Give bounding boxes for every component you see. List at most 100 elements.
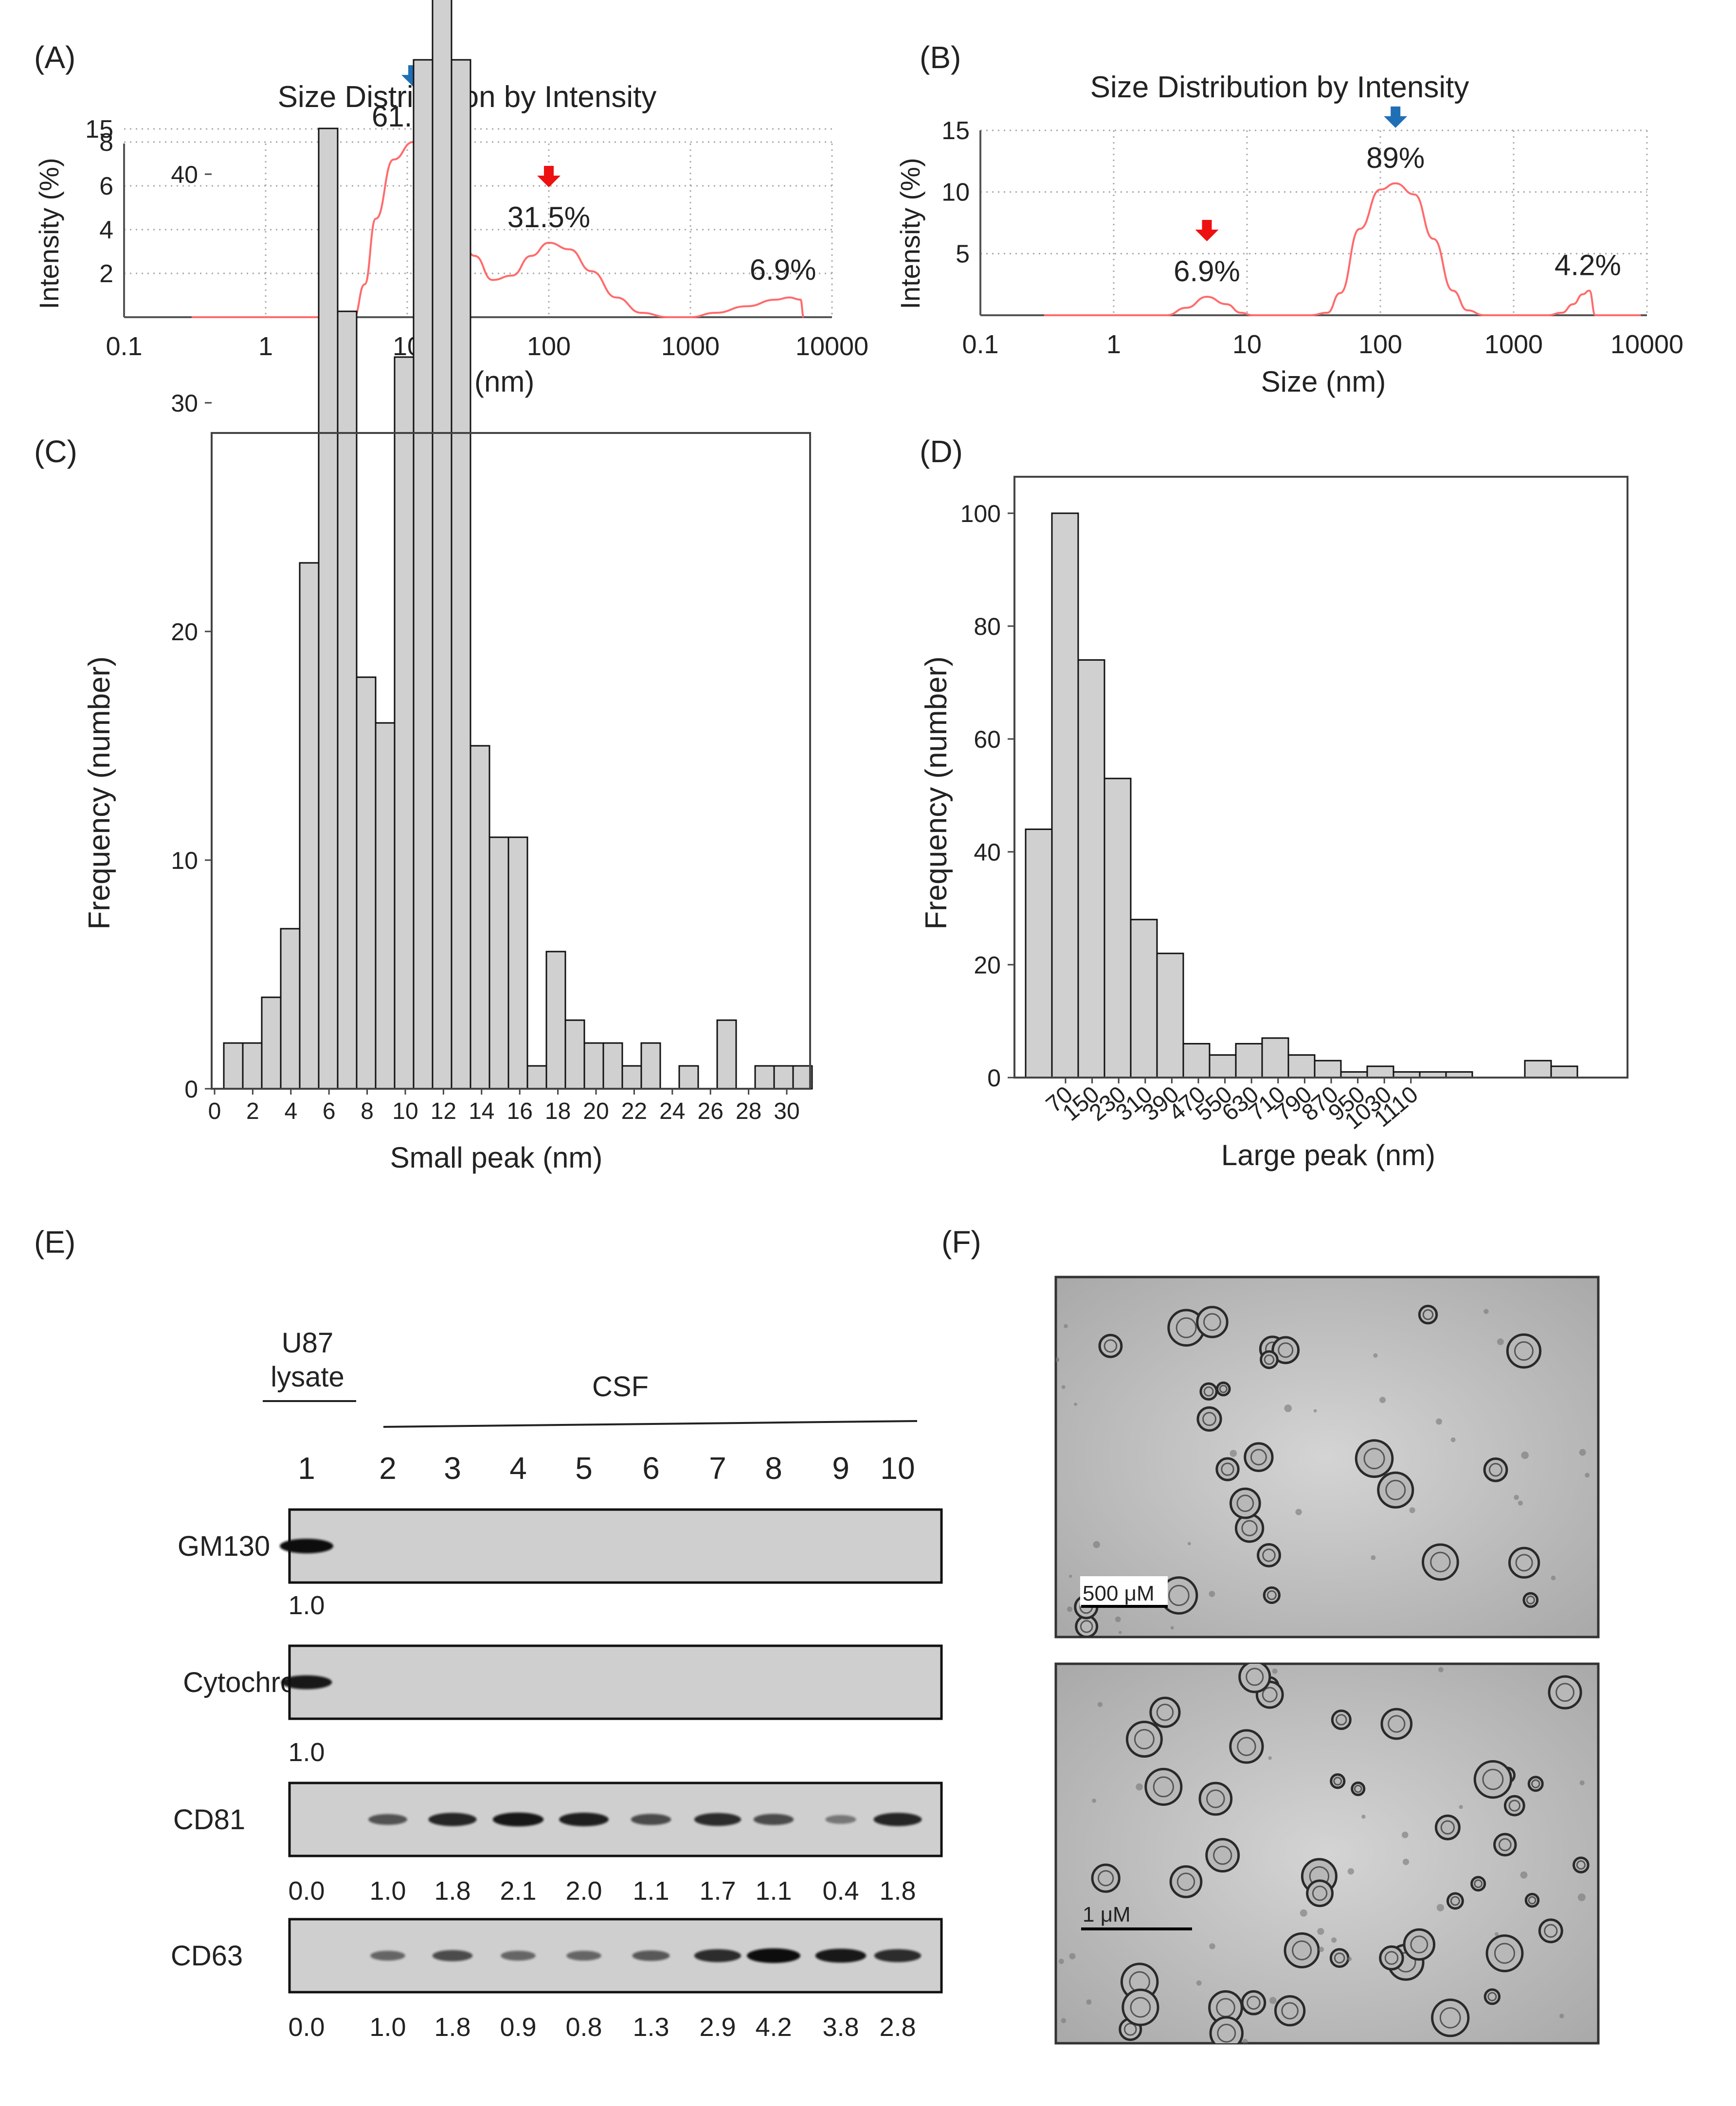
vesicle-core bbox=[1487, 1992, 1497, 2001]
chart-d-ylabel: Frequency (number) bbox=[920, 656, 953, 930]
chart-d-bars bbox=[1025, 512, 1578, 1079]
panel-label-f: (F) bbox=[941, 1224, 981, 1260]
vesicle bbox=[1215, 1457, 1240, 1481]
debris-particle bbox=[1579, 1780, 1585, 1785]
densitometry-value: 1.0 bbox=[369, 2013, 406, 2042]
x-tick-label: 0.1 bbox=[106, 332, 142, 361]
x-tick-label: 14 bbox=[469, 1098, 494, 1124]
blot-band bbox=[873, 1813, 922, 1826]
plot-frame bbox=[1013, 476, 1628, 1079]
histogram-bar bbox=[1550, 1065, 1578, 1079]
blot-band bbox=[566, 1950, 601, 1961]
vesicle-core bbox=[1237, 1737, 1256, 1756]
debris-particle bbox=[1401, 1832, 1409, 1838]
debris-particle bbox=[1295, 1509, 1302, 1515]
debris-particle bbox=[1067, 1606, 1072, 1612]
vesicle-core bbox=[1168, 1584, 1190, 1606]
x-tick-label: 18 bbox=[545, 1098, 571, 1124]
chart-a-x-ticks: 0.1 1 10 100 1000 10000 bbox=[106, 332, 868, 361]
histogram-bar bbox=[602, 1042, 623, 1090]
debris-particle bbox=[1136, 1783, 1143, 1791]
blot-band bbox=[825, 1815, 856, 1824]
blot-header-u87: U87 bbox=[282, 1327, 333, 1359]
lane-number: 8 bbox=[765, 1451, 782, 1486]
densitometry-value: 1.0 bbox=[288, 1591, 325, 1620]
panel-label-d: (D) bbox=[920, 434, 963, 469]
vesicle bbox=[1422, 1543, 1459, 1581]
densitometry-value: 2.8 bbox=[879, 2013, 916, 2042]
blot-band bbox=[428, 1813, 477, 1826]
densitometry-value: 1.7 bbox=[699, 1876, 736, 1906]
x-tick-label: 1000 bbox=[1484, 330, 1543, 359]
vesicle-core bbox=[1217, 2023, 1236, 2043]
debris-particle bbox=[1170, 1626, 1174, 1630]
vesicle-core bbox=[1450, 1896, 1460, 1906]
chart-d-x-ticks: 7015023031039047055063071079087095010301… bbox=[1041, 1078, 1423, 1134]
lane-number: 3 bbox=[444, 1451, 461, 1486]
densitometry-value: 1.3 bbox=[633, 2013, 669, 2042]
chart-c-ylabel: Frequency (number) bbox=[83, 656, 116, 930]
x-tick-label: 10 bbox=[1232, 330, 1262, 359]
vesicle-core bbox=[1176, 1872, 1195, 1891]
vesicle-core bbox=[1262, 1548, 1276, 1562]
debris-particle bbox=[1559, 2014, 1564, 2018]
vesicle-core bbox=[1266, 1590, 1277, 1601]
y-tick-label: 100 bbox=[960, 500, 1001, 527]
y-tick-label: 40 bbox=[171, 161, 198, 188]
y-tick-label: 8 bbox=[99, 128, 113, 157]
x-tick-label: 20 bbox=[583, 1098, 609, 1124]
vesicle bbox=[1524, 1892, 1540, 1908]
histogram-bar bbox=[375, 722, 396, 1090]
vesicle-core bbox=[1202, 1412, 1217, 1426]
vesicle-core bbox=[1494, 1943, 1516, 1964]
tem-bottom-vesicles bbox=[1058, 1664, 1590, 2043]
blot-band bbox=[631, 1814, 671, 1825]
lane-number: 1 bbox=[298, 1451, 315, 1486]
blot-band bbox=[559, 1813, 609, 1826]
vesicle bbox=[1538, 1918, 1563, 1944]
chart-c-bars bbox=[223, 0, 813, 1090]
x-tick-label: 16 bbox=[507, 1098, 533, 1124]
tem-images: 500 μM 1 μM bbox=[1054, 1276, 1600, 2045]
vesicle bbox=[1403, 1928, 1436, 1961]
y-tick-label: 4 bbox=[99, 216, 113, 244]
x-tick-label: 30 bbox=[774, 1098, 799, 1124]
histogram-bar bbox=[451, 59, 471, 1090]
histogram-bar bbox=[545, 951, 566, 1090]
blot-band bbox=[632, 1950, 670, 1961]
debris-particle bbox=[1284, 1404, 1292, 1412]
debris-particle bbox=[1061, 2018, 1067, 2023]
lane-number: 4 bbox=[509, 1451, 527, 1486]
blot-band bbox=[280, 1539, 333, 1553]
debris-particle bbox=[1497, 1338, 1504, 1345]
vesicle bbox=[1216, 1381, 1231, 1397]
peak-percent-label: 6.9% bbox=[750, 253, 816, 286]
debris-particle bbox=[1319, 1946, 1324, 1952]
vesicle bbox=[1508, 1547, 1540, 1579]
chart-b: Size Distribution by Intensity 0.1 1 10 100… bbox=[895, 71, 1683, 398]
vesicle bbox=[1198, 1782, 1233, 1816]
debris-particle bbox=[1058, 1959, 1064, 1964]
vesicle bbox=[1121, 1988, 1159, 2026]
debris-particle bbox=[1069, 1574, 1072, 1578]
debris-particle bbox=[1064, 1324, 1068, 1329]
debris-particle bbox=[1086, 1999, 1092, 2005]
western-blot: U87 lysate CSF 1 2 3 4 5 6 7 8 9 10 GM1301.0Cytoc… bbox=[171, 1327, 943, 2042]
vesicle bbox=[1527, 1776, 1544, 1792]
vesicle-core bbox=[1203, 1313, 1221, 1331]
debris-particle bbox=[1579, 1449, 1586, 1456]
histogram-bar bbox=[773, 1065, 794, 1090]
vesicle bbox=[1446, 1892, 1464, 1910]
y-tick-label: 0 bbox=[184, 1076, 198, 1103]
debris-particle bbox=[1093, 1541, 1100, 1548]
histogram-bar bbox=[526, 1065, 547, 1090]
densitometry-value: 1.8 bbox=[434, 2013, 470, 2042]
debris-particle bbox=[1436, 1904, 1445, 1911]
vesicle bbox=[1274, 1995, 1306, 2027]
x-tick-label: 1 bbox=[1106, 330, 1121, 359]
debris-particle bbox=[1577, 1893, 1586, 1901]
tem-scale-box-top bbox=[1080, 1576, 1168, 1606]
blot-band bbox=[815, 1948, 867, 1963]
histogram-bar bbox=[432, 0, 452, 1090]
